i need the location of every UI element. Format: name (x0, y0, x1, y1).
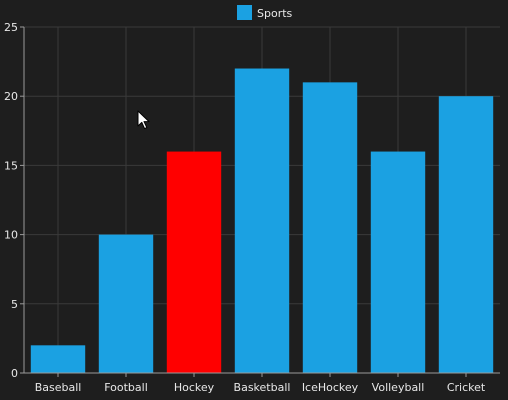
y-tick-label: 10 (4, 229, 18, 242)
bar-icehockey[interactable] (302, 82, 358, 374)
legend-swatch (237, 5, 252, 20)
x-axis-ticks: Baseball Football Hockey Basketball IceHocke… (35, 373, 486, 394)
x-tick-label: Basketball (234, 381, 291, 394)
bar-volleyball[interactable] (370, 151, 426, 373)
bar-cricket[interactable] (438, 96, 494, 373)
legend[interactable]: Sports (237, 5, 293, 20)
bar-basketball[interactable] (234, 68, 290, 374)
bar-hockey[interactable] (166, 151, 222, 373)
x-tick-label: Cricket (447, 381, 486, 394)
y-tick-label: 15 (4, 159, 18, 172)
y-axis-ticks: 0 5 10 15 20 25 (4, 21, 24, 380)
mouse-pointer-icon (137, 110, 150, 130)
y-tick-label: 20 (4, 90, 18, 103)
x-tick-label: Baseball (35, 381, 82, 394)
x-tick-label: Hockey (174, 381, 215, 394)
x-tick-label: IceHockey (302, 381, 359, 394)
bar-football[interactable] (98, 234, 154, 373)
x-tick-label: Football (104, 381, 148, 394)
x-tick-label: Volleyball (372, 381, 425, 394)
bar-baseball[interactable] (30, 345, 86, 373)
y-tick-label: 0 (11, 367, 18, 380)
y-tick-label: 25 (4, 21, 18, 34)
bars (30, 68, 494, 374)
legend-label: Sports (257, 7, 293, 20)
y-tick-label: 5 (11, 298, 18, 311)
